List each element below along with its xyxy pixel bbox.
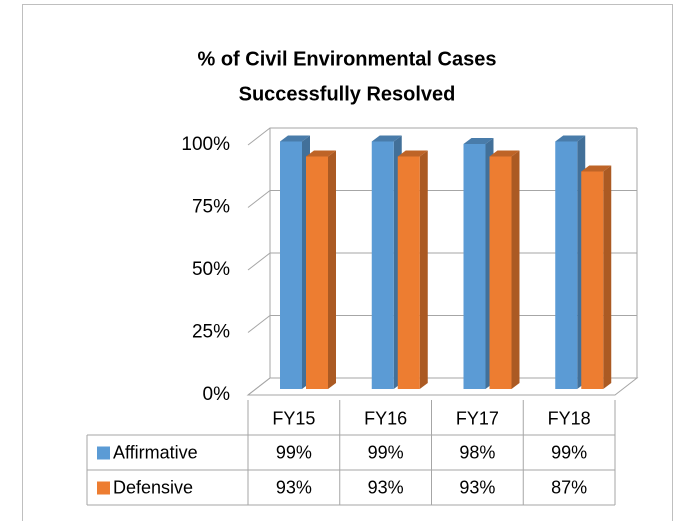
y-tick-label: 100% bbox=[181, 134, 230, 155]
bar-top bbox=[397, 150, 428, 157]
bar-front bbox=[306, 156, 328, 389]
data-table-value: 93% bbox=[368, 477, 404, 497]
bar-front bbox=[280, 141, 302, 389]
bar bbox=[397, 150, 428, 389]
bar bbox=[463, 138, 494, 389]
chart-title: % of Civil Environmental Cases bbox=[198, 48, 497, 70]
bar-front bbox=[555, 141, 578, 389]
bar-side bbox=[419, 150, 428, 389]
data-table-value: 87% bbox=[551, 477, 587, 497]
y-tick-label: 50% bbox=[192, 259, 230, 280]
legend-swatch bbox=[97, 481, 110, 495]
bar-side bbox=[328, 150, 336, 389]
bar-front bbox=[463, 144, 486, 389]
bar-top bbox=[280, 135, 310, 142]
data-table-value: 93% bbox=[459, 477, 495, 497]
bar bbox=[581, 165, 612, 389]
bar bbox=[306, 150, 336, 389]
bar bbox=[489, 150, 520, 389]
bar-front bbox=[581, 171, 604, 389]
x-tick-label: FY16 bbox=[364, 408, 407, 428]
bar-front bbox=[371, 141, 394, 389]
data-table-value: 99% bbox=[551, 442, 587, 462]
bar bbox=[280, 135, 310, 389]
bar-top bbox=[555, 135, 586, 142]
y-tick-label: 0% bbox=[203, 384, 231, 405]
bar-top bbox=[306, 150, 336, 157]
chart-title: Successfully Resolved bbox=[239, 83, 456, 105]
bar-side bbox=[511, 150, 520, 389]
legend-label: Defensive bbox=[113, 477, 193, 497]
x-tick-label: FY15 bbox=[272, 408, 315, 428]
bar-top bbox=[463, 138, 494, 144]
bar-top bbox=[371, 135, 402, 142]
bar-top bbox=[489, 150, 520, 157]
bar-front bbox=[489, 156, 512, 389]
x-tick-label: FY17 bbox=[456, 408, 499, 428]
bar-top bbox=[581, 165, 612, 172]
bar-front bbox=[397, 156, 420, 389]
y-tick-label: 75% bbox=[192, 197, 230, 218]
grid-line bbox=[247, 127, 637, 146]
y-tick-label: 25% bbox=[192, 322, 230, 343]
legend-swatch bbox=[97, 446, 110, 460]
data-table-value: 99% bbox=[276, 442, 312, 462]
data-table-value: 98% bbox=[459, 442, 495, 462]
x-tick-label: FY18 bbox=[548, 408, 591, 428]
data-table-value: 93% bbox=[276, 477, 312, 497]
data-table-value: 99% bbox=[368, 442, 404, 462]
bar bbox=[555, 135, 586, 389]
bar bbox=[371, 135, 402, 389]
legend-label: Affirmative bbox=[113, 442, 198, 462]
bar-side bbox=[603, 165, 612, 389]
